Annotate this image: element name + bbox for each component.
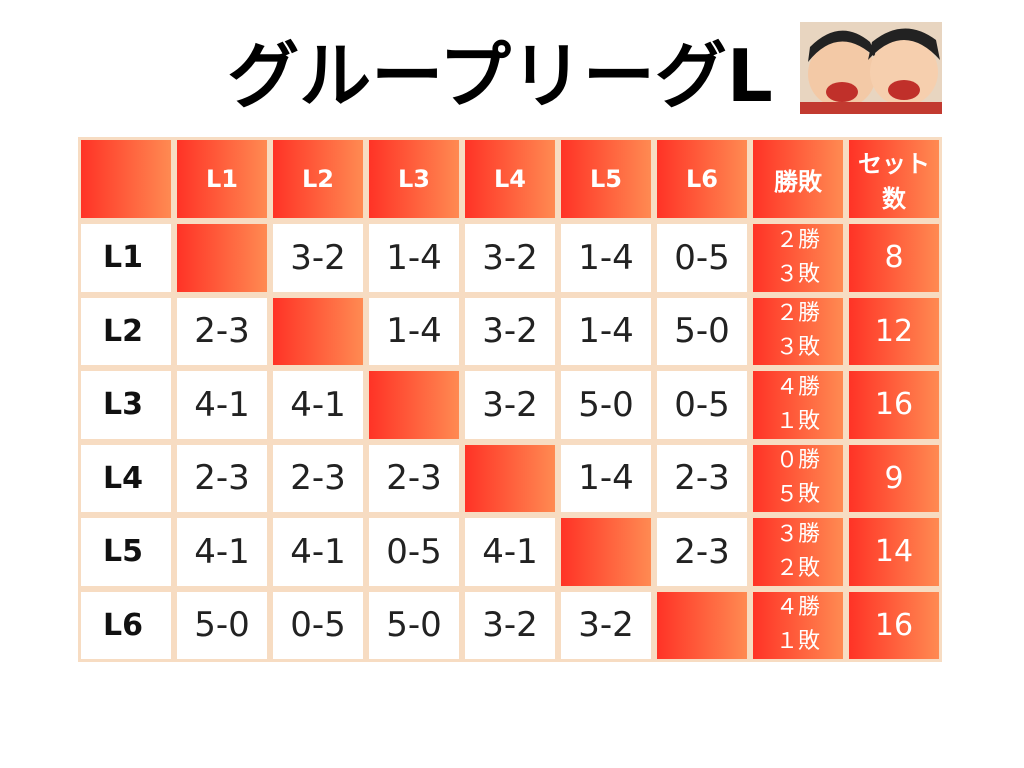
result-cell: 4-1 [177,371,267,439]
row-label: L1 [81,224,171,292]
record-line: ２敗 [775,555,820,581]
diagonal-cell [561,518,651,586]
row-label: L6 [81,591,171,659]
record-line: ５敗 [775,482,820,508]
result-cell: 3-2 [465,591,555,659]
record-cell: ４勝 １敗 [753,591,843,659]
diagonal-cell [177,224,267,292]
sets-cell: 9 [849,444,939,512]
result-cell: 3-2 [465,224,555,292]
result-cell: 0-5 [657,371,747,439]
record-line: ２勝 [775,301,820,327]
column-header: L1 [177,140,267,218]
record-cell: ２勝 ３敗 [753,297,843,365]
corner-cell [81,140,171,218]
record-line: ３勝 [775,521,820,547]
record-line: ３敗 [775,335,820,361]
column-header: L6 [657,140,747,218]
record-cell: ４勝 １敗 [753,371,843,439]
result-cell: 0-5 [273,591,363,659]
diagonal-cell [465,444,555,512]
record-line: １敗 [775,408,820,434]
record-line: ３敗 [775,261,820,287]
result-cell: 3-2 [561,591,651,659]
diagonal-cell [273,297,363,365]
record-line: ０勝 [775,448,820,474]
row-label: L5 [81,518,171,586]
result-cell: 2-3 [273,444,363,512]
result-cell: 3-2 [465,371,555,439]
result-cell: 2-3 [177,444,267,512]
result-cell: 5-0 [369,591,459,659]
result-cell: 2-3 [369,444,459,512]
sets-cell: 14 [849,518,939,586]
result-cell: 1-4 [561,297,651,365]
result-cell: 4-1 [465,518,555,586]
row-label: L2 [81,297,171,365]
sets-cell: 16 [849,371,939,439]
row-label: L4 [81,444,171,512]
row-label: L3 [81,371,171,439]
result-cell: 1-4 [369,297,459,365]
table: L1 L2 L3 L4 L5 L6 勝敗 セット数 L1 3-2 1-4 3-2 1-4 0-5 ２勝 ３敗 8… [78,137,942,662]
record-line: ４勝 [775,374,820,400]
result-cell: 2-3 [177,297,267,365]
column-header: 勝敗 [753,140,843,218]
record-line: ４勝 [775,595,820,621]
result-cell: 0-5 [369,518,459,586]
result-cell: 2-3 [657,518,747,586]
record-cell: ３勝 ２敗 [753,518,843,586]
record-line: ２勝 [775,227,820,253]
column-header: セット数 [849,140,939,218]
sets-cell: 8 [849,224,939,292]
result-cell: 4-1 [273,371,363,439]
column-header: L2 [273,140,363,218]
result-cell: 4-1 [177,518,267,586]
column-header: L5 [561,140,651,218]
result-cell: 1-4 [369,224,459,292]
result-cell: 5-0 [561,371,651,439]
record-cell: ２勝 ３敗 [753,224,843,292]
sets-cell: 12 [849,297,939,365]
column-header: L3 [369,140,459,218]
sets-cell: 16 [849,591,939,659]
result-cell: 3-2 [465,297,555,365]
column-header: L4 [465,140,555,218]
record-cell: ０勝 ５敗 [753,444,843,512]
record-line: １敗 [775,629,820,655]
diagonal-cell [369,371,459,439]
result-cell: 3-2 [273,224,363,292]
result-cell: 5-0 [657,297,747,365]
result-cell: 2-3 [657,444,747,512]
result-cell: 0-5 [657,224,747,292]
title: グループリーグL [227,34,773,118]
result-cell: 1-4 [561,444,651,512]
avatar [800,22,942,114]
result-cell: 5-0 [177,591,267,659]
result-cell: 4-1 [273,518,363,586]
result-cell: 1-4 [561,224,651,292]
diagonal-cell [657,591,747,659]
